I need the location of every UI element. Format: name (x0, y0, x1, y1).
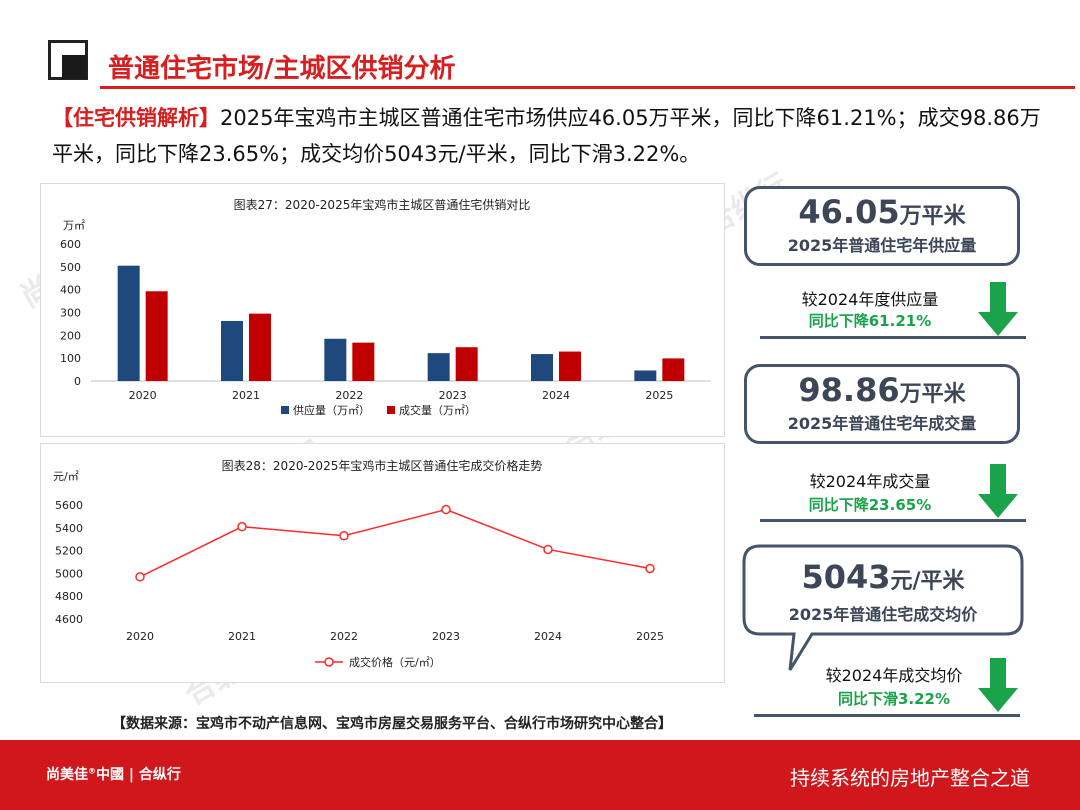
y-tick-label: 100 (60, 352, 81, 365)
price-point (543, 544, 553, 555)
y-tick-label: 5000 (55, 567, 83, 580)
divider (760, 519, 1026, 522)
speech-bubble-shape (742, 544, 1024, 671)
supply-compare-label: 较2024年度供应量 (801, 290, 939, 309)
legend-swatch (281, 406, 289, 414)
deal-card: 98.86万平米 2025年普通住宅年成交量 (744, 364, 1020, 444)
price-point (135, 572, 145, 582)
down-arrow-icon (978, 282, 1018, 336)
bar-deal (352, 342, 375, 381)
y-tick-label: 600 (60, 238, 81, 251)
price-value: 5043元/平米 (801, 558, 965, 596)
footer-logo: 尚美佳®中國 | 合纵行 (46, 766, 181, 783)
price-label: 2025年普通住宅成交均价 (788, 605, 978, 624)
y-axis-unit: 元/㎡ (53, 470, 79, 483)
x-tick-label: 2021 (232, 389, 260, 402)
y-tick-label: 5400 (55, 522, 83, 535)
supply-value: 46.05万平米 (798, 193, 966, 231)
bar-deal (455, 347, 478, 381)
down-arrow-icon (978, 464, 1018, 518)
price-change: 同比下滑3.22% (837, 690, 951, 708)
x-tick-label: 2025 (645, 389, 673, 402)
price-compare: 较2024年成交均价 同比下滑3.22% (754, 658, 1020, 718)
price-point (441, 504, 451, 515)
intro-highlight: 【住宅供销解析】 (52, 106, 220, 130)
x-tick-label: 2022 (330, 630, 358, 643)
intro-text: 2025年宝鸡市主城区普通住宅市场供应46.05万平米，同比下降61.21%；成… (52, 106, 1041, 166)
price-point (645, 563, 655, 574)
supply-label: 2025年普通住宅年供应量 (787, 236, 977, 255)
chart-title: 图表28：2020-2025年宝鸡市主城区普通住宅成交价格走势 (222, 458, 543, 473)
x-tick-label: 2024 (542, 389, 570, 402)
title-divider (100, 86, 1075, 89)
bar-supply (221, 320, 243, 381)
bar-deal (662, 358, 685, 381)
y-tick-label: 0 (74, 375, 81, 388)
title-icon (48, 40, 90, 82)
deal-value: 98.86万平米 (798, 371, 966, 409)
price-compare-label: 较2024年成交均价 (825, 666, 963, 685)
x-tick-label: 2025 (636, 630, 664, 643)
y-tick-label: 5600 (55, 499, 83, 512)
y-axis-unit: 万㎡ (63, 219, 85, 232)
price-point (339, 531, 349, 541)
deal-compare-label: 较2024年成交量 (809, 472, 931, 491)
legend-label: 供应量（万㎡） (293, 403, 370, 417)
footer-bar: 尚美佳®中國 | 合纵行 持续系统的房地产整合之道 (0, 740, 1080, 810)
page-title: 普通住宅市场/主城区供销分析 (108, 54, 456, 84)
intro-paragraph: 【住宅供销解析】2025年宝鸡市主城区普通住宅市场供应46.05万平米，同比下降… (52, 100, 1052, 172)
deal-label: 2025年普通住宅年成交量 (787, 414, 977, 433)
down-arrow-icon (978, 658, 1018, 712)
line-chart-panel: 图表28：2020-2025年宝鸡市主城区普通住宅成交价格走势元/㎡ 4600 48… (40, 443, 725, 683)
y-tick-label: 4800 (55, 590, 83, 603)
x-tick-label: 2020 (126, 630, 154, 643)
chart-title: 图表27：2020-2025年宝鸡市主城区普通住宅供销对比 (234, 197, 531, 212)
y-tick-label: 400 (60, 284, 81, 297)
y-tick-label: 4600 (55, 613, 83, 626)
bar-chart-panel: 图表27：2020-2025年宝鸡市主城区普通住宅供销对比万㎡ 0 100 200 30… (40, 183, 725, 437)
deal-compare: 较2024年成交量 同比下降23.65% (760, 464, 1026, 522)
x-tick-label: 2023 (439, 389, 467, 402)
x-tick-label: 2021 (228, 630, 256, 643)
divider (760, 336, 1026, 339)
bar-deal (559, 351, 581, 381)
x-tick-label: 2023 (432, 630, 460, 643)
legend-swatch (387, 406, 395, 414)
legend-marker (324, 657, 334, 667)
footer-slogan: 持续系统的房地产整合之道 (790, 766, 1030, 790)
data-source: 【数据来源：宝鸡市不动产信息网、宝鸡市房屋交易服务平台、合纵行市场研究中心整合】 (112, 716, 672, 732)
bar-supply (324, 338, 347, 381)
bar-supply (427, 353, 450, 381)
bar-supply (531, 354, 553, 381)
price-line (139, 508, 651, 578)
deal-change: 同比下降23.65% (808, 496, 932, 514)
supply-card: 46.05万平米 2025年普通住宅年供应量 (744, 186, 1020, 266)
divider (754, 714, 1020, 717)
bar-deal (249, 313, 271, 381)
supply-compare: 较2024年度供应量 同比下降61.21% (760, 282, 1026, 340)
bar-supply (634, 370, 657, 381)
y-tick-label: 500 (60, 261, 81, 274)
y-tick-label: 300 (60, 307, 81, 320)
price-card: 5043元/平米 2025年普通住宅成交均价 (742, 544, 1024, 676)
legend-label: 成交价格（元/㎡） (349, 655, 441, 669)
bar-supply (117, 265, 140, 381)
x-tick-label: 2024 (534, 630, 562, 643)
price-point (237, 521, 247, 532)
legend-label: 成交量（万㎡） (399, 403, 476, 417)
x-tick-label: 2022 (335, 389, 363, 402)
y-tick-label: 200 (60, 329, 81, 342)
x-tick-label: 2020 (129, 389, 157, 402)
bar-deal (145, 291, 168, 381)
supply-change: 同比下降61.21% (808, 312, 932, 330)
y-tick-label: 5200 (55, 545, 83, 558)
